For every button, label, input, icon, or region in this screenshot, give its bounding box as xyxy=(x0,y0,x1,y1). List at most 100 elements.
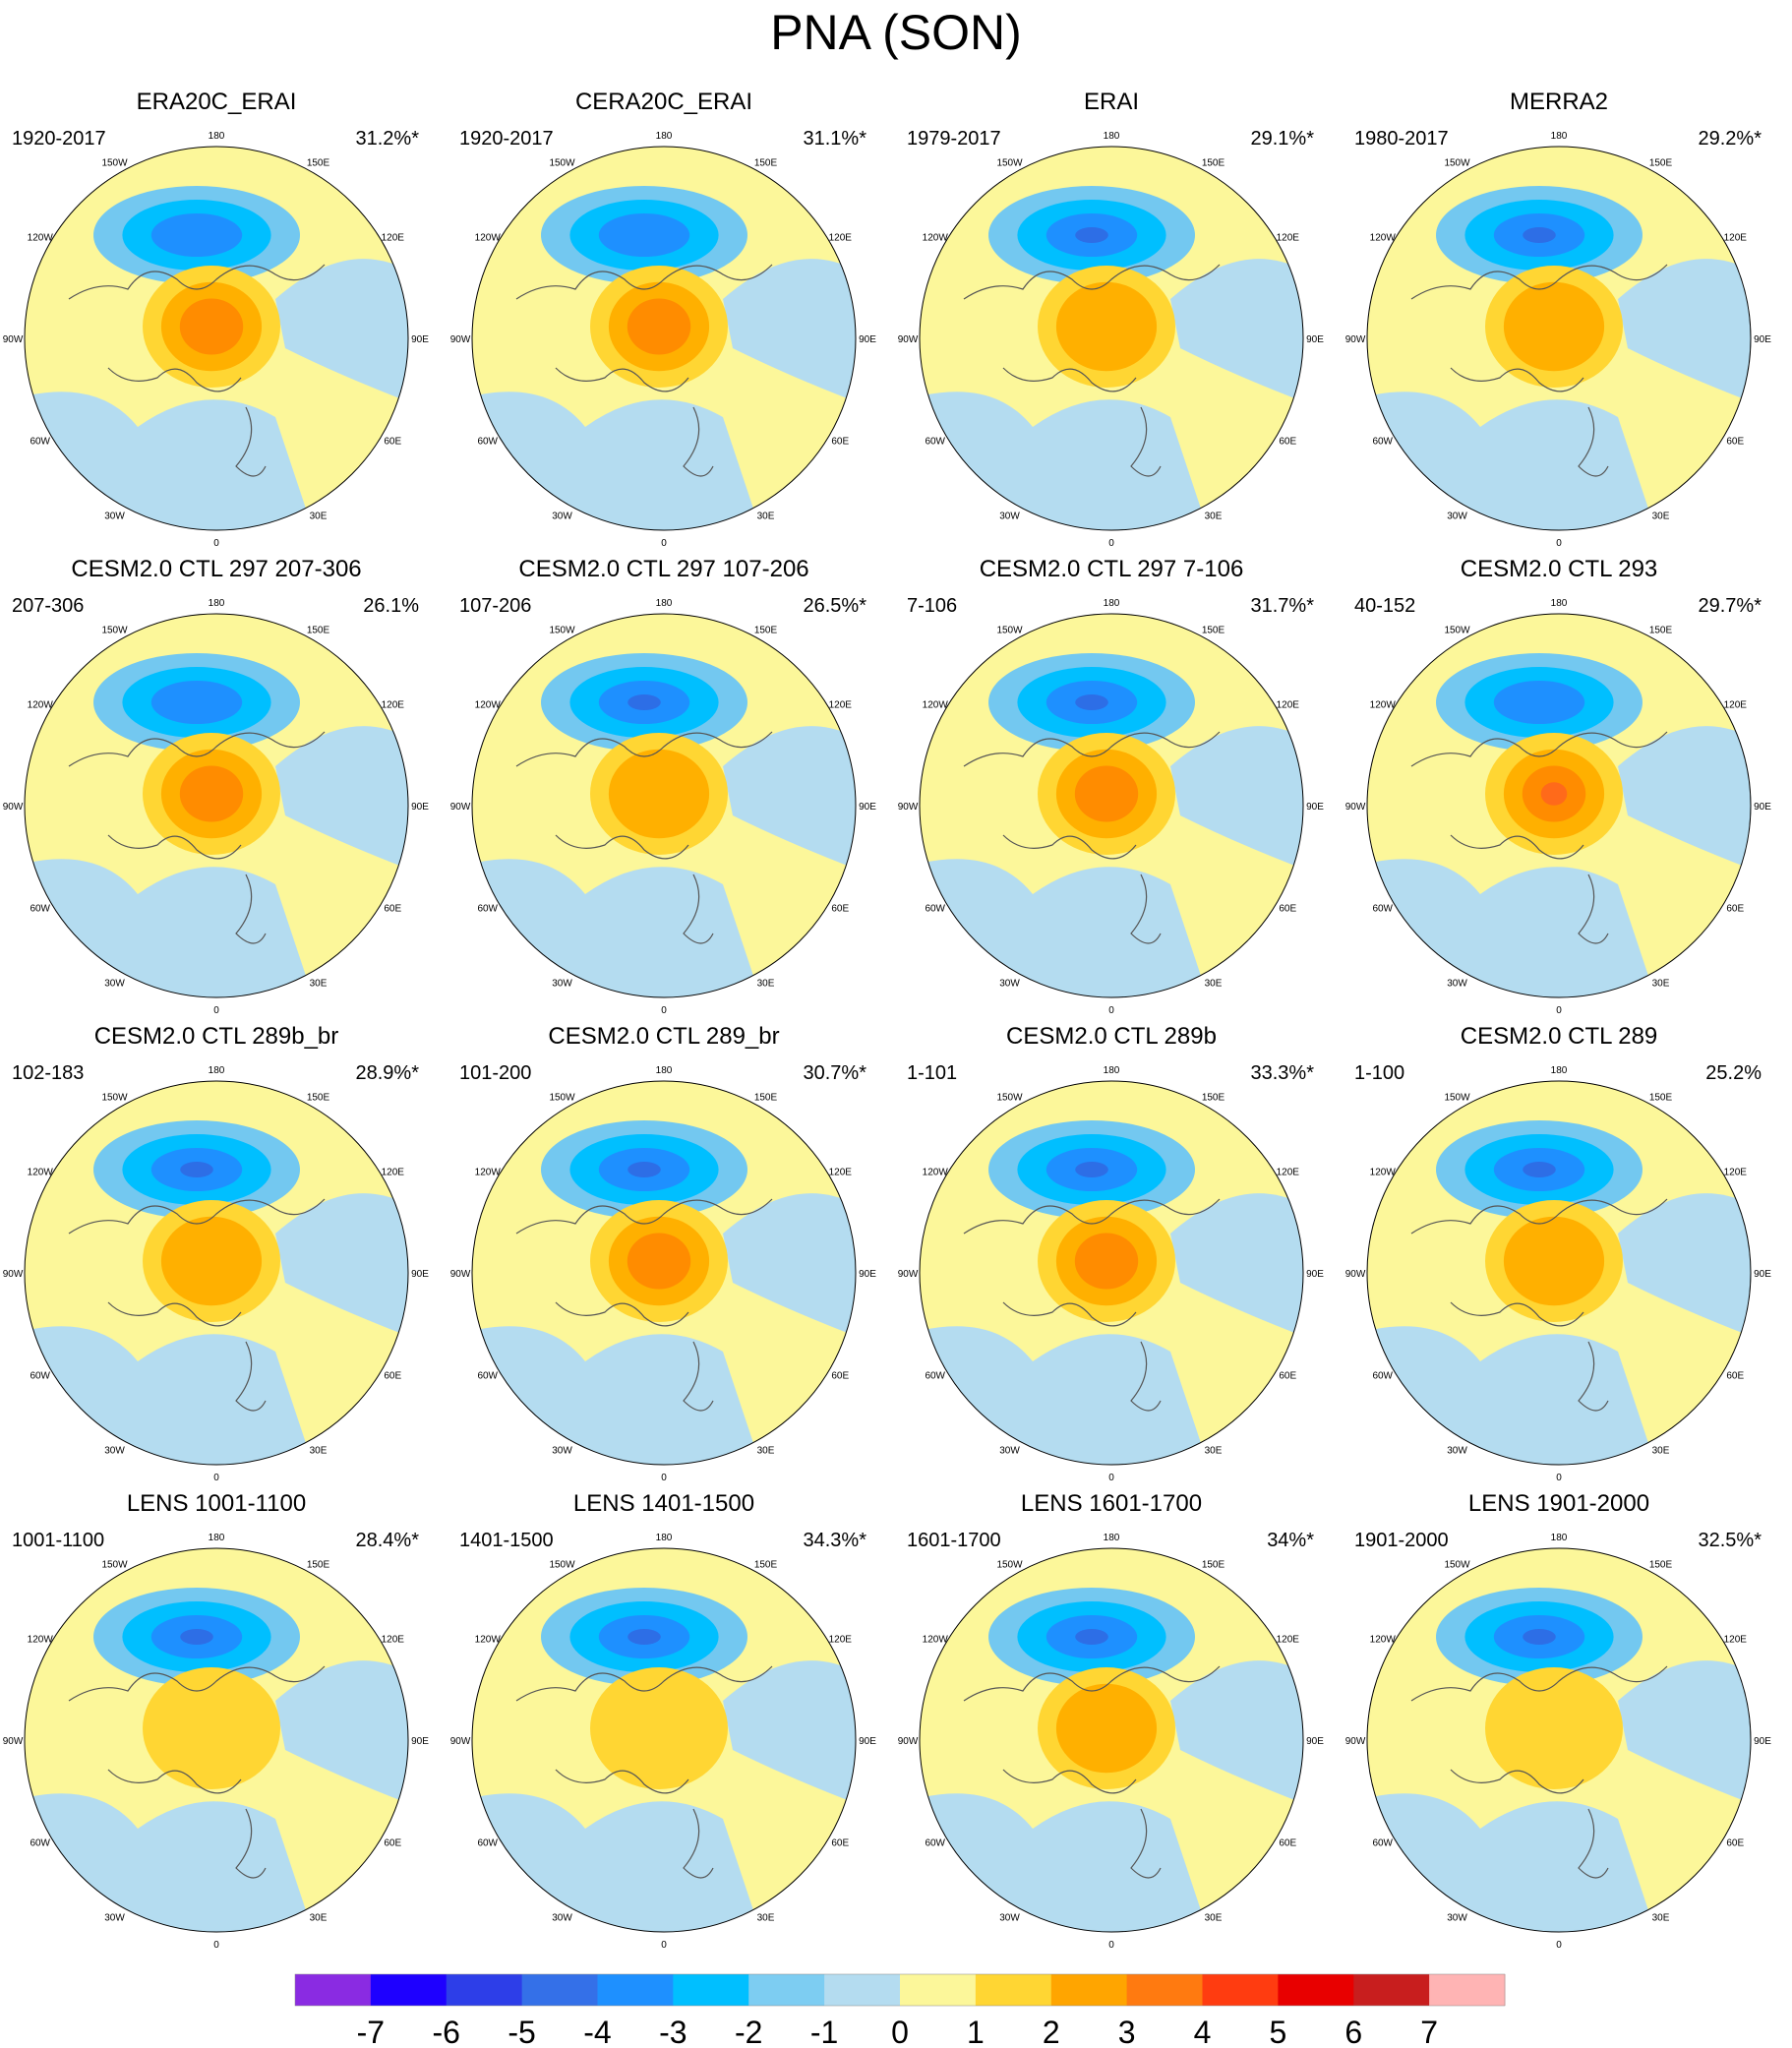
longitude-label: 30E xyxy=(1205,1912,1223,1923)
longitude-label: 120E xyxy=(829,233,853,244)
longitude-label: 60E xyxy=(1726,904,1744,915)
panel-title: CESM2.0 CTL 289b xyxy=(1006,1023,1217,1050)
map-panel: LENS 1601-1700 1601-1700 34%* 180 150E 120E 90… xyxy=(895,1490,1328,1953)
longitude-label: 30W xyxy=(104,978,125,989)
longitude-label: 30W xyxy=(104,1912,125,1923)
longitude-label: 60W xyxy=(925,1838,945,1849)
longitude-label: 0 xyxy=(1556,1473,1562,1483)
panel-variance: 25.2% xyxy=(1705,1062,1762,1084)
colorbar-tick-label: 5 xyxy=(1269,2015,1286,2048)
colorbar-swatch xyxy=(521,1974,598,2006)
colorbar-swatch xyxy=(597,1974,674,2006)
polar-map: 180 150E 120E 90E 60E 30E 0 30W 60W 90W 120W 150W xyxy=(3,131,430,549)
longitude-label: 30E xyxy=(1205,511,1223,521)
coastline xyxy=(515,1665,773,1879)
longitude-label: 60E xyxy=(384,904,401,915)
positive-anomaly-contour xyxy=(1055,1683,1158,1774)
colorbar-swatch xyxy=(295,1974,372,2006)
longitude-label: 180 xyxy=(1551,1065,1568,1076)
negative-anomaly-region xyxy=(275,1660,408,1809)
coastline xyxy=(963,264,1221,477)
aleutian-low-contour xyxy=(1493,681,1585,724)
longitude-label: 90E xyxy=(1754,1269,1771,1280)
longitude-label: 120W xyxy=(475,1168,502,1178)
longitude-label: 150W xyxy=(549,1560,575,1571)
panel-title: CESM2.0 CTL 297 107-206 xyxy=(518,556,809,582)
longitude-label: 60E xyxy=(1726,1371,1744,1382)
longitude-label: 30W xyxy=(999,978,1020,989)
map-boundary xyxy=(919,146,1304,531)
negative-anomaly-region xyxy=(1618,259,1751,407)
figure-title: PNA (SON) xyxy=(770,5,1022,60)
positive-anomaly-contour xyxy=(627,1233,691,1290)
panel-variance: 31.2%* xyxy=(355,128,420,150)
colorbar-tick-label: 2 xyxy=(1043,2015,1060,2048)
polar-map: 180 150E 120E 90E 60E 30E 0 30W 60W 90W 120W 150W xyxy=(898,131,1325,549)
colorbar-swatch xyxy=(1429,1974,1506,2006)
longitude-label: 60E xyxy=(1279,1371,1296,1382)
aleutian-low-contour xyxy=(1523,227,1556,243)
positive-anomaly-contour xyxy=(143,1667,280,1789)
longitude-label: 60E xyxy=(1279,904,1296,915)
longitude-label: 120E xyxy=(382,1635,405,1646)
panel-variance: 31.7%* xyxy=(1250,595,1315,617)
longitude-label: 0 xyxy=(213,1473,219,1483)
aleutian-low-contour xyxy=(180,1162,213,1177)
longitude-label: 30W xyxy=(1447,1912,1467,1923)
negative-anomaly-region xyxy=(723,726,856,874)
polar-map: 180 150E 120E 90E 60E 30E 0 30W 60W 90W 120W 150W xyxy=(3,1065,430,1483)
longitude-label: 30W xyxy=(1447,1445,1467,1456)
panel-title: CERA20C_ERAI xyxy=(574,89,753,115)
longitude-label: 0 xyxy=(1556,1005,1562,1016)
colorbar-tick-label: -5 xyxy=(508,2015,535,2048)
map-panel: LENS 1401-1500 1401-1500 34.3%* 180 150E 120E… xyxy=(448,1490,880,1953)
longitude-label: 150W xyxy=(996,1560,1023,1571)
longitude-label: 90W xyxy=(898,1736,919,1747)
longitude-label: 120W xyxy=(923,1635,949,1646)
longitude-label: 90E xyxy=(411,1269,429,1280)
longitude-label: 150E xyxy=(1202,626,1225,636)
negative-anomaly-region xyxy=(1618,726,1751,874)
longitude-label: 0 xyxy=(213,538,219,549)
map-boundary xyxy=(471,1547,857,1933)
positive-anomaly-contour xyxy=(1503,281,1605,372)
longitude-label: 60E xyxy=(1279,437,1296,448)
aleutian-low-contour xyxy=(180,1629,213,1645)
longitude-label: 120E xyxy=(1277,700,1300,711)
longitude-label: 150W xyxy=(101,1093,128,1104)
map-boundary xyxy=(919,613,1304,998)
longitude-label: 120E xyxy=(1277,1635,1300,1646)
map-boundary xyxy=(919,1080,1304,1466)
longitude-label: 60E xyxy=(831,437,849,448)
map-boundary xyxy=(471,146,857,531)
longitude-label: 30W xyxy=(1447,511,1467,521)
panel-title: LENS 1601-1700 xyxy=(1020,1490,1203,1517)
longitude-label: 90W xyxy=(898,1269,919,1280)
longitude-label: 30W xyxy=(104,1445,125,1456)
longitude-label: 180 xyxy=(656,1065,673,1076)
longitude-label: 30W xyxy=(552,978,572,989)
polar-map: 180 150E 120E 90E 60E 30E 0 30W 60W 90W 120W 150W xyxy=(898,1533,1325,1951)
longitude-label: 0 xyxy=(1556,538,1562,549)
longitude-label: 90W xyxy=(450,1269,471,1280)
panel-title: CESM2.0 CTL 289_br xyxy=(548,1023,780,1050)
longitude-label: 60E xyxy=(831,1838,849,1849)
map-panel: CESM2.0 CTL 289b_br 102-183 28.9%* 180 150E 1… xyxy=(0,1023,433,1485)
panel-title: ERAI xyxy=(1083,89,1139,115)
longitude-label: 180 xyxy=(1104,1065,1120,1076)
longitude-label: 120E xyxy=(1724,233,1748,244)
negative-anomaly-region xyxy=(1618,1660,1751,1809)
map-boundary xyxy=(24,613,409,998)
coastline xyxy=(68,1198,326,1412)
longitude-label: 90W xyxy=(1345,1736,1366,1747)
longitude-label: 30E xyxy=(1205,978,1223,989)
positive-anomaly-contour xyxy=(179,765,244,822)
longitude-label: 180 xyxy=(1551,598,1568,609)
longitude-label: 0 xyxy=(1556,1940,1562,1951)
colorbar-swatch xyxy=(1278,1974,1354,2006)
longitude-label: 150W xyxy=(101,158,128,169)
longitude-label: 90W xyxy=(3,1736,24,1747)
map-panel: LENS 1001-1100 1001-1100 28.4%* 180 150E 120E… xyxy=(0,1490,433,1953)
negative-anomaly-region xyxy=(723,1660,856,1809)
aleutian-low-contour xyxy=(627,1162,661,1177)
